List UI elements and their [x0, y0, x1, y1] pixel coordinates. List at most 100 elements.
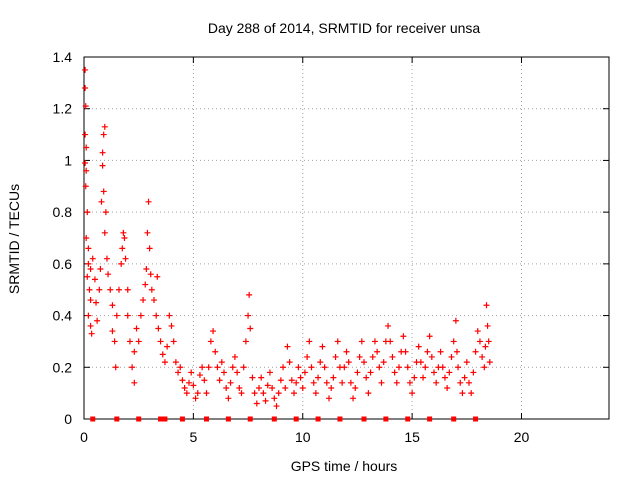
data-point [420, 374, 427, 381]
data-point [99, 162, 106, 169]
data-point [105, 271, 112, 278]
data-point [190, 382, 197, 389]
data-point [284, 343, 291, 350]
baseline-marker [405, 416, 411, 422]
data-point [234, 369, 241, 376]
data-point [109, 328, 116, 335]
data-point [446, 369, 453, 376]
data-point [334, 338, 341, 345]
data-point [196, 372, 203, 379]
data-point [131, 348, 138, 355]
baseline-marker [271, 416, 277, 422]
data-point [262, 397, 269, 404]
data-point [295, 364, 302, 371]
data-point [282, 384, 289, 391]
data-point [472, 348, 479, 355]
grid-lines [84, 57, 609, 419]
data-point [83, 144, 90, 151]
baseline-marker [247, 416, 253, 422]
data-point [387, 338, 394, 345]
data-point [450, 338, 457, 345]
data-point [236, 384, 243, 391]
data-point [363, 374, 370, 381]
data-point [306, 338, 313, 345]
data-point [86, 286, 93, 293]
data-point [85, 260, 92, 267]
data-point [154, 273, 161, 280]
baseline-marker [383, 416, 389, 422]
data-point [385, 322, 392, 329]
data-point [116, 286, 122, 293]
data-point [192, 395, 199, 402]
data-point [87, 297, 94, 304]
baseline-marker [204, 416, 209, 422]
data-point [258, 374, 265, 381]
data-point [207, 338, 214, 345]
data-point [256, 384, 262, 391]
data-point [91, 276, 98, 283]
data-point [85, 245, 92, 252]
data-point [422, 364, 429, 371]
data-point [293, 379, 300, 386]
data-point [145, 198, 152, 205]
data-point [218, 359, 225, 366]
data-point [321, 364, 328, 371]
x-tick-label: 0 [80, 429, 88, 445]
data-point [328, 384, 335, 391]
baseline-marker [136, 416, 142, 422]
data-point [288, 377, 295, 384]
data-point [455, 364, 462, 371]
y-tick-label: 1.2 [53, 101, 73, 117]
data-point [164, 343, 171, 350]
x-tick-label: 10 [295, 429, 311, 445]
data-point [148, 286, 155, 293]
data-point [376, 364, 383, 371]
y-tick-label: 0.6 [53, 256, 73, 272]
baseline-marker [427, 416, 433, 422]
data-point [400, 333, 407, 340]
data-point [170, 338, 177, 345]
x-tick-label: 5 [189, 429, 197, 445]
data-point [304, 353, 311, 360]
data-point [297, 374, 304, 381]
baseline-marker [361, 416, 367, 422]
data-point [99, 149, 106, 156]
data-point [453, 348, 460, 355]
data-point [428, 353, 435, 360]
data-point [225, 395, 232, 402]
data-point [240, 364, 247, 371]
data-point [474, 328, 481, 335]
data-point [365, 390, 372, 397]
y-tick-label: 0.4 [53, 308, 73, 324]
data-point [168, 322, 175, 329]
data-point [380, 359, 387, 366]
data-point [102, 209, 109, 216]
data-point [135, 338, 142, 345]
data-point [468, 390, 475, 397]
y-tick-label: 0.2 [53, 359, 73, 375]
data-point [330, 374, 337, 381]
data-point [147, 271, 154, 278]
data-point [89, 255, 96, 262]
data-point [369, 353, 376, 360]
data-point [203, 390, 210, 397]
data-point [482, 343, 489, 350]
data-point [98, 198, 105, 205]
data-point [350, 395, 357, 402]
y-tick-label: 1 [64, 152, 72, 168]
data-point [223, 384, 230, 391]
data-point [214, 364, 221, 371]
baseline-marker [90, 416, 96, 422]
data-point [444, 384, 451, 391]
data-point [247, 325, 254, 332]
data-point [229, 364, 236, 371]
baseline-marker [225, 416, 231, 422]
data-point [83, 167, 90, 174]
data-point [431, 369, 437, 376]
data-point [286, 359, 293, 366]
data-point [245, 312, 252, 319]
data-point [352, 384, 359, 391]
data-point [146, 245, 153, 252]
data-point [201, 377, 208, 384]
